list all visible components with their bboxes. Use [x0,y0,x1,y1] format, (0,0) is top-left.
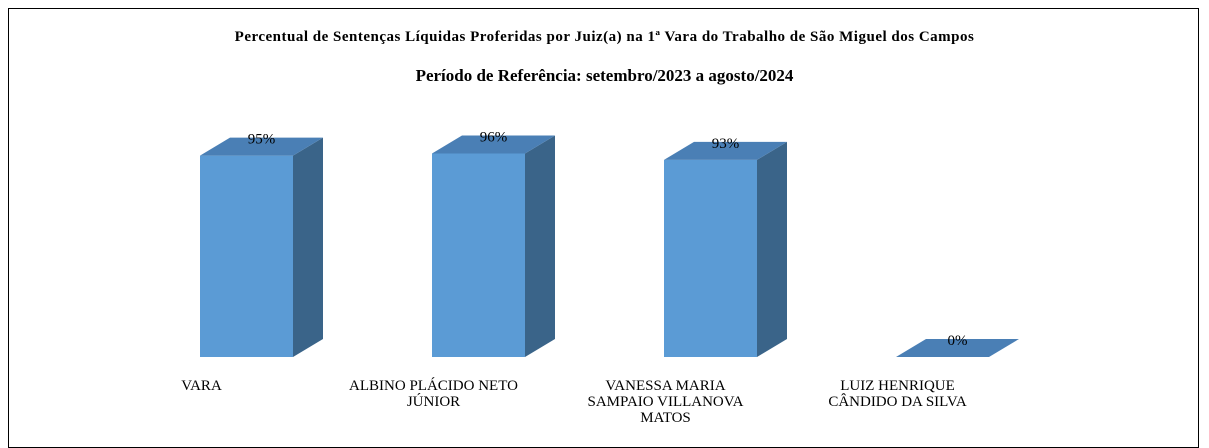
value-label: 95% [248,132,276,148]
category-label: VANESSA MARIA SAMPAIO VILLANOVA MATOS [587,378,744,426]
chart-subtitle: Período de Referência: setembro/2023 a a… [415,66,794,85]
value-label: 93% [712,136,740,152]
value-label: 96% [480,129,508,145]
bar-side [525,135,555,357]
value-label: 0% [948,333,968,349]
chart-title: Percentual de Sentenças Líquidas Proferi… [234,29,975,45]
bar-side [293,137,323,357]
bar-top [432,135,555,154]
plot: 95% 96% 93% 0% [200,129,1019,357]
bar [896,339,1019,357]
bar [664,141,787,357]
category-label: ALBINO PLÁCIDO NETO JÚNIOR [349,378,518,410]
category-label: VARA [181,378,222,394]
bar [432,135,555,357]
bar-top [200,137,323,156]
bar-front [432,153,525,357]
bar-side [757,141,787,357]
bar-front [664,159,757,357]
bar-top [896,339,1019,357]
page: Percentual de Sentenças Líquidas Proferi… [8,8,1199,448]
bar [200,137,323,357]
category-label: LUIZ HENRIQUE CÂNDIDO DA SILVA [828,378,967,410]
bar-top [664,141,787,160]
bar-front [200,155,293,357]
